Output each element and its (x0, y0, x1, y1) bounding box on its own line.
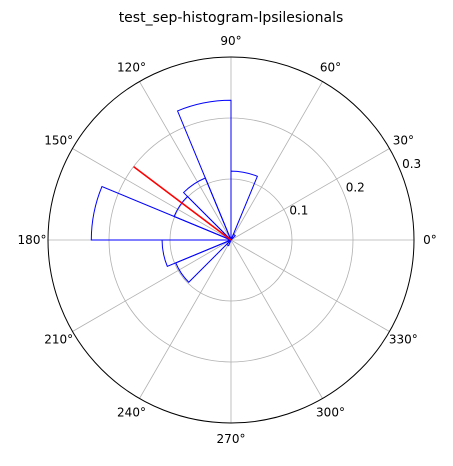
mean-vector-line (133, 165, 232, 241)
angular-gridline-60 (230, 81, 323, 241)
angular-gridline-30 (230, 148, 390, 241)
histogram-bar-8 (161, 239, 232, 268)
angular-tick-label-240: 240° (117, 405, 146, 419)
angular-tick-label-270: 270° (217, 432, 246, 446)
angular-tick-label-210: 210° (44, 333, 73, 347)
histogram-bar-5 (182, 177, 232, 241)
angular-gridline-330 (230, 239, 390, 332)
histogram-bar-9 (175, 239, 232, 283)
chart-title: test_sep-histogram-lpsilesionals (119, 10, 344, 26)
angular-tick-label-30: 30° (393, 134, 414, 148)
polar-frame (47, 56, 415, 424)
labels-layer: 0° 30° 60° 90° 120° 150° 180° 210° 240° 270° 300° 3… (18, 34, 437, 446)
frame-layer (47, 56, 415, 424)
angular-gridline-150 (72, 148, 232, 241)
angular-tick-label-300: 300° (316, 405, 345, 419)
angular-tick-label-60: 60° (320, 61, 341, 75)
angular-tick-label-0: 0° (423, 233, 437, 247)
histogram-bar-7 (90, 185, 232, 241)
angular-gridline-120 (139, 81, 232, 241)
histogram-bar-3 (230, 170, 259, 241)
angular-tick-label-120: 120° (117, 61, 146, 75)
angular-gridline-210 (72, 239, 232, 332)
radial-tick-label-0.2: 0.2 (346, 180, 365, 194)
angular-tick-label-150: 150° (44, 134, 73, 148)
angular-gridline-300 (230, 239, 323, 399)
histogram-bar-10 (225, 239, 232, 247)
radial-tick-label-0.1: 0.1 (289, 204, 308, 218)
angular-tick-label-330: 330° (389, 333, 418, 347)
angular-tick-label-90: 90° (220, 34, 241, 48)
radial-tick-label-0.3: 0.3 (402, 157, 421, 171)
mean-vector-layer (133, 165, 232, 241)
angular-tick-label-180: 180° (18, 233, 47, 247)
histogram-bar-4 (176, 99, 232, 241)
angular-gridline-240 (139, 239, 232, 399)
bars-layer (90, 99, 259, 283)
